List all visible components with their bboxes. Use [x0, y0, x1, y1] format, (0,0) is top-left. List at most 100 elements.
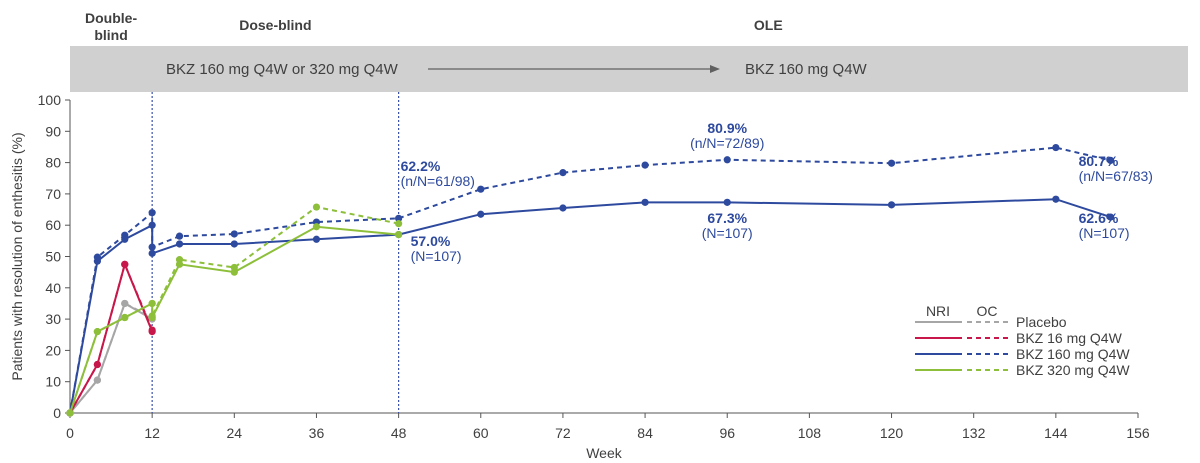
series-bkz-320-mg-q4w-oc-point [121, 313, 129, 322]
series-bkz-160-mg-q4w-oc-point [477, 185, 485, 193]
series-bkz-160-mg-q4w-oc-point [1052, 143, 1060, 152]
series-bkz-320-mg-q4w-oc-point [66, 409, 74, 417]
series-bkz-320-mg-q4w-oc-point [148, 299, 156, 308]
x-tick-label: 156 [1126, 425, 1150, 441]
y-tick-label: 90 [45, 123, 61, 139]
y-tick-label: 80 [45, 155, 61, 171]
annotation-count: (N=107) [702, 225, 753, 241]
series-bkz-320-mg-q4w-oc-point [93, 328, 101, 336]
series-bkz-320-mg-q4w-oc-point [148, 312, 156, 320]
y-tick-label: 70 [45, 186, 61, 202]
x-tick-label: 36 [309, 425, 325, 441]
series-bkz-160-mg-q4w-nri-point [1052, 195, 1060, 203]
phase-label-0: Double-blind [85, 10, 137, 43]
annotation-percent: 67.3% [707, 210, 747, 226]
annotation-count: (N=107) [411, 248, 462, 264]
x-tick-label: 60 [473, 425, 489, 441]
series-bkz-160-mg-q4w-oc-point [148, 209, 156, 217]
legend-label: Placebo [1016, 314, 1067, 330]
series-bkz-160-mg-q4w-nri-line [69, 198, 1111, 414]
series-bkz-160-mg-q4w-oc-point [148, 243, 156, 251]
series-bkz-160-mg-q4w-nri-point [723, 198, 731, 206]
series-bkz-16-mg-q4w-oc-point [148, 326, 156, 334]
banner-right-text: BKZ 160 mg Q4W [745, 61, 868, 78]
legend-header-nri: NRI [926, 303, 950, 319]
series-placebo-nri-line [69, 301, 153, 414]
annotation-count: (n/N=61/98) [401, 173, 475, 189]
series-bkz-160-mg-q4w-nri-point [175, 240, 184, 248]
series-placebo-oc-point [93, 376, 101, 384]
x-tick-label: 84 [637, 425, 653, 441]
y-tick-label: 50 [45, 249, 61, 265]
legend-header-oc: OC [977, 303, 998, 319]
x-tick-label: 72 [555, 425, 571, 441]
y-tick-label: 0 [53, 405, 61, 421]
series-bkz-160-mg-q4w-nri-point [312, 235, 321, 243]
legend-label: BKZ 16 mg Q4W [1016, 330, 1123, 346]
series-bkz-320-mg-q4w-oc-point [312, 203, 321, 211]
x-tick-label: 48 [391, 425, 407, 441]
phase-label-2: OLE [754, 17, 783, 33]
series-lines [66, 143, 1115, 417]
series-bkz-160-mg-q4w-oc-point [723, 156, 731, 164]
y-tick-label: 10 [45, 374, 61, 390]
phase-divider-lines [151, 92, 400, 413]
annotation-percent: 57.0% [411, 233, 451, 249]
series-bkz-16-mg-q4w-oc-point [93, 360, 101, 369]
series-bkz-320-mg-q4w-nri-point [395, 230, 403, 239]
y-tick-label: 30 [45, 311, 61, 327]
series-bkz-160-mg-q4w-oc-point [1107, 156, 1115, 165]
phase-banner: BKZ 160 mg Q4W or 320 mg Q4W BKZ 160 mg Q… [70, 46, 1188, 92]
axes: 0 10 20 30 40 50 60 70 80 90 100 0 12 24 36 48 60 72 84 96 1… [9, 92, 1150, 461]
series-bkz-160-mg-q4w-oc-point [887, 159, 896, 167]
x-tick-label: 96 [719, 425, 735, 441]
annotations: 62.2%(n/N=61/98) 80.9%(n/N=72/89) 80.7%(n/… [401, 120, 1153, 264]
y-tick-label: 100 [38, 92, 62, 108]
series-bkz-160-mg-q4w-oc-point [121, 231, 129, 239]
banner-arrow-head [710, 65, 720, 73]
annotation-percent: 62.2% [401, 158, 441, 174]
annotation-count: (n/N=67/83) [1079, 168, 1153, 184]
series-bkz-160-mg-q4w-nri-point [887, 201, 896, 209]
banner-left-text: BKZ 160 mg Q4W or 320 mg Q4W [166, 61, 399, 78]
y-tick-label: 60 [45, 217, 61, 233]
x-tick-label: 144 [1044, 425, 1068, 441]
series-bkz-160-mg-q4w-nri-point [559, 204, 567, 212]
x-tick-label: 0 [66, 425, 74, 441]
series-bkz-320-mg-q4w-oc-point [175, 256, 184, 264]
phase-label-1: Dose-blind [239, 17, 311, 33]
x-tick-label: 12 [144, 425, 160, 441]
series-placebo-oc-point [121, 299, 129, 308]
annotation-count: (n/N=72/89) [690, 135, 764, 151]
series-bkz-160-mg-q4w-oc-line [69, 146, 1111, 414]
series-bkz-320-mg-q4w-nri-point [312, 223, 321, 231]
y-axis-title: Patients with resolution of enthesitis (… [9, 132, 25, 380]
series-bkz-16-mg-q4w-oc-point [121, 260, 129, 268]
phase-headers: Double-blind Dose-blind OLE [85, 10, 783, 43]
annotation-percent: 62.6% [1079, 210, 1119, 226]
series-bkz-160-mg-q4w-nri-point [230, 240, 238, 248]
series-bkz-320-mg-q4w-oc-point [230, 263, 238, 272]
x-tick-label: 132 [962, 425, 986, 441]
series-bkz-320-mg-q4w-oc-point [395, 220, 403, 228]
series-bkz-160-mg-q4w-oc-point [93, 253, 101, 261]
series-bkz-160-mg-q4w-nri-point [641, 198, 649, 206]
annotation-percent: 80.9% [707, 120, 747, 136]
x-tick-label: 120 [880, 425, 904, 441]
series-bkz-16-mg-q4w-oc-line [69, 261, 154, 414]
series-bkz-160-mg-q4w-oc-point [175, 232, 184, 240]
series-bkz-160-mg-q4w-oc-point [230, 230, 238, 238]
x-tick-label: 108 [798, 425, 822, 441]
series-bkz-160-mg-q4w-nri-point [1107, 213, 1115, 221]
series-bkz-160-mg-q4w-nri-point [148, 249, 156, 257]
series-placebo-oc-line [69, 301, 153, 414]
x-axis-title: Week [586, 445, 623, 461]
legend-label: BKZ 160 mg Q4W [1016, 346, 1130, 362]
series-bkz-160-mg-q4w-oc-point [395, 214, 403, 222]
y-tick-label: 20 [45, 342, 61, 358]
series-bkz-160-mg-q4w-nri-point [148, 221, 156, 229]
annotation-count: (N=107) [1079, 225, 1130, 241]
series-bkz-160-mg-q4w-oc-point [559, 169, 567, 177]
